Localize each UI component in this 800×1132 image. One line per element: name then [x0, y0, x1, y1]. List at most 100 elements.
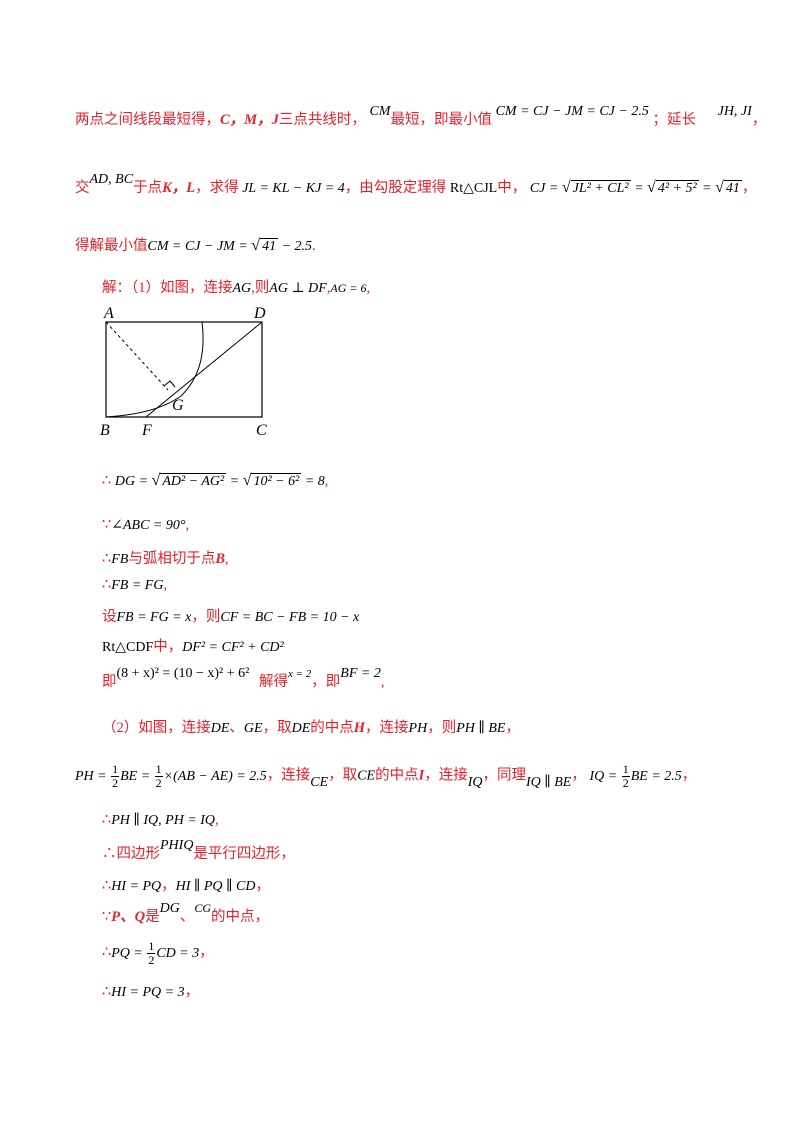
label-b: B — [100, 422, 110, 439]
math-cm-eq: CM = CJ − JM = CJ − 2.5 — [495, 104, 649, 119]
math-jl-eq: JL = KL − KJ = 4 — [242, 181, 345, 196]
math-ag-6: AG = 6 — [330, 281, 367, 295]
math-jh-ji: JH, JI — [717, 104, 752, 119]
sol-line-8: 即(8 + x)² = (10 − x)² + 6² 解得x = 2，即BF =… — [102, 666, 384, 691]
sol-line-4: ∴FB与弧相切于点B, — [102, 547, 229, 568]
text: , — [324, 473, 329, 489]
sol-line-2: ∴ DG = √ AD² − AG² = √ 10² − 6² = 8, — [102, 472, 328, 490]
point-h: H — [353, 720, 366, 736]
math-hi-par-pq-cd: HI ∥ PQ ∥ CD — [175, 879, 256, 894]
label-d: D — [253, 305, 266, 322]
sol-line-9: （2）如图，连接DE、GE，取DE的中点H，连接PH，则PH ∥ BE， — [102, 716, 520, 737]
therefore-symbol: ∴ — [102, 473, 112, 489]
text: , — [225, 551, 229, 567]
math-x-2: x = 2 — [287, 668, 312, 680]
math-rt-cdf: Rt△CDF — [102, 640, 154, 655]
math-de: DE — [291, 721, 311, 736]
math-phiq: PHIQ — [160, 838, 194, 853]
because-symbol: ∵ — [102, 517, 112, 533]
text: . — [312, 238, 316, 254]
therefore-symbol: ∴ — [102, 846, 117, 862]
point-b: B — [215, 551, 226, 567]
math-hi-3: HI = PQ = 3 — [111, 985, 185, 1000]
text: 得解最小值 — [75, 238, 148, 254]
math-equation: (8 + x)² = (10 − x)² + 6² — [116, 666, 250, 681]
math-iq-par-be: IQ ∥ BE — [526, 774, 572, 790]
para1-line3: 得解最小值CM = CJ − JM = √ 41 − 2.5. — [75, 234, 316, 255]
math-fb-x: FB = FG = x — [116, 610, 192, 625]
text: 的中点， — [210, 909, 269, 925]
text: 最短，即最小值 — [390, 112, 492, 128]
text: 四边形 — [116, 846, 161, 862]
text: ，取 — [262, 720, 292, 736]
math-hi-pq: HI = PQ — [111, 879, 162, 894]
text: 中， — [153, 639, 183, 655]
sol-line-16: ∴HI = PQ = 3， — [102, 980, 199, 1001]
text: ,则 — [251, 280, 270, 296]
text: , — [366, 280, 371, 296]
math-ce: CE — [357, 768, 376, 784]
sol-line-7: Rt△CDF中，DF² = CF² + CD² — [102, 635, 284, 656]
text: 即 — [102, 674, 117, 690]
text: ， — [751, 112, 767, 128]
text: ，连接 — [424, 767, 468, 784]
text: ， — [255, 878, 270, 894]
text: ， — [184, 984, 200, 1000]
text: ， — [571, 767, 586, 784]
points-kl: K，L — [162, 180, 196, 196]
label-g: G — [172, 397, 184, 414]
math-ag: AG — [232, 281, 252, 296]
sol-line-13: ∴HI = PQ，HI ∥ PQ ∥ CD， — [102, 874, 270, 895]
math-ph: PH — [408, 721, 428, 736]
math-fb-fg: FB = FG — [111, 578, 164, 593]
sol-line-5: ∴FB = FG, — [102, 577, 167, 594]
text: 的中点 — [375, 767, 419, 784]
math-rt-cjl: Rt△CJL — [449, 181, 498, 196]
math-cj-eq: CJ = √ JL² + CL² = √ 4² + 5² = √ 41 — [529, 179, 742, 196]
text: 的中点 — [310, 720, 354, 736]
math-iq-eq: IQ = 1 2 BE = 2.5 — [589, 762, 682, 790]
text: 于点 — [133, 180, 163, 196]
therefore-symbol: ∴ — [102, 577, 112, 593]
math-de: DE — [210, 721, 230, 736]
math-ad-bc: AD, BC — [89, 172, 134, 187]
label-c: C — [256, 422, 267, 439]
text: ， — [161, 878, 176, 894]
math-abc-90: ∠ABC = 90° — [111, 518, 186, 533]
math-cf-eq: CF = BC − FB = 10 − x — [220, 610, 360, 625]
text: , — [163, 577, 168, 593]
sol-line-14: ∵P、Q是DG、CG的中点， — [102, 901, 269, 926]
text: 是 — [145, 909, 160, 925]
sol-line-10: PH = 1 2 BE = 1 2 ×(AB − AE) = 2.5，连接CE，取CE的… — [75, 763, 696, 790]
segment-fd — [145, 321, 263, 418]
sol-line-6: 设FB = FG = x，则CF = BC − FB = 10 − x — [102, 605, 359, 626]
math-ph-eq: PH = 1 2 BE = 1 2 ×(AB − AE) = 2.5 — [75, 762, 267, 790]
text: 、 — [179, 909, 195, 925]
text: 交 — [75, 180, 90, 196]
math-ag-perp-df: AG ⊥ DF — [269, 281, 327, 296]
text: ，连接 — [266, 767, 311, 784]
math-cm: CM — [369, 104, 391, 119]
text: 是平行四边形， — [193, 846, 295, 862]
label-a: A — [103, 305, 114, 322]
therefore-symbol: ∴ — [102, 812, 112, 828]
math-ph-iq: PH ∥ IQ, PH = IQ — [111, 813, 216, 828]
text: , — [215, 812, 219, 828]
text: ， — [199, 944, 214, 961]
math-fb: FB — [111, 552, 129, 567]
para1-line1: 两点之间线段最短得，C，M，J三点共线时， CM最短，即最小值 CM = CJ … — [75, 104, 767, 129]
segment-ag — [105, 321, 169, 391]
text: ；延长 — [652, 112, 696, 128]
sol-line-15: ∴PQ = 1 2 CD = 3， — [102, 940, 214, 967]
math-df-sq: DF² = CF² + CD² — [182, 640, 284, 655]
math-cg: CG — [194, 901, 211, 915]
arc-bg — [105, 321, 204, 418]
sol-line-11: ∴PH ∥ IQ, PH = IQ, — [102, 812, 219, 829]
text: ，则 — [427, 720, 457, 736]
therefore-symbol: ∴ — [102, 984, 112, 1000]
text: , — [185, 517, 190, 533]
math-ph-par-be: PH ∥ BE — [456, 721, 506, 736]
math-dg: DG — [159, 901, 180, 916]
math-cm-min: CM = CJ − JM = √ 41 − 2.5 — [147, 237, 313, 254]
text: ，取 — [328, 767, 358, 784]
